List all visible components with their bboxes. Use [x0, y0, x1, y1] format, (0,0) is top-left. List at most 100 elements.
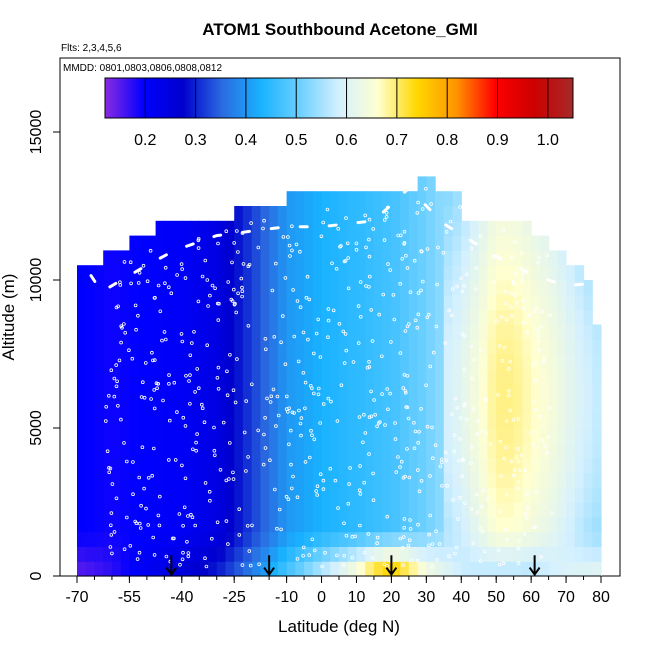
heatmap-cell	[173, 457, 183, 473]
sample-point	[474, 287, 478, 292]
heatmap-cell	[277, 546, 288, 562]
heatmap-cell	[522, 457, 532, 473]
sample-point	[138, 521, 142, 526]
sample-point	[525, 492, 529, 496]
heatmap-cell	[260, 220, 270, 237]
heatmap-cell	[382, 339, 392, 355]
heatmap-cell	[478, 487, 489, 503]
heatmap-cell	[85, 383, 96, 399]
heatmap-cell	[478, 294, 489, 311]
heatmap-cell	[146, 383, 157, 399]
sample-point	[367, 254, 372, 259]
heatmap-cell	[111, 324, 122, 340]
heatmap-cell	[373, 206, 384, 222]
sample-point	[346, 501, 351, 506]
sample-point	[402, 241, 407, 245]
heatmap-cell	[400, 516, 410, 533]
heatmap-cell	[452, 339, 462, 355]
heatmap-cell	[435, 339, 445, 355]
sample-point	[510, 255, 515, 260]
heatmap-cell	[181, 324, 192, 340]
y-axis-label: Altitude (m)	[0, 274, 18, 361]
sample-point	[516, 459, 521, 464]
heatmap-cell	[557, 502, 567, 518]
heatmap-cell	[339, 294, 349, 311]
heatmap-cell	[417, 531, 427, 547]
heatmap-cell	[138, 546, 148, 562]
heatmap-cell	[260, 280, 270, 296]
heatmap-cell	[242, 546, 253, 562]
heatmap-cell	[173, 250, 183, 266]
heatmap-cell	[382, 502, 392, 518]
sample-point	[402, 525, 407, 530]
sample-point	[488, 441, 493, 446]
heatmap-cell	[330, 383, 340, 399]
heatmap-cell	[443, 265, 454, 281]
heatmap-cell	[111, 531, 122, 547]
heatmap-cell	[295, 398, 305, 414]
y-tick-label: 10000	[28, 258, 45, 303]
heatmap-cell	[146, 339, 157, 355]
heatmap-cell	[304, 502, 314, 518]
heatmap-cell	[531, 324, 541, 340]
sample-point	[212, 425, 216, 430]
heatmap-cell	[304, 368, 314, 385]
heatmap-cell	[181, 472, 192, 488]
sample-point	[326, 318, 331, 323]
heatmap-cell	[295, 265, 305, 281]
heatmap-cell	[347, 235, 358, 251]
sample-point	[125, 515, 129, 520]
sample-point	[367, 452, 371, 456]
sample-point	[364, 245, 368, 250]
heatmap-cell	[548, 339, 558, 355]
heatmap-cell	[513, 413, 523, 429]
heatmap-cell	[225, 280, 235, 296]
heatmap-cell	[225, 368, 235, 385]
sample-point	[372, 398, 376, 402]
sample-point	[318, 355, 323, 359]
sample-point	[344, 216, 348, 220]
sample-point	[522, 532, 527, 536]
heatmap-cell	[295, 250, 305, 266]
heatmap-cell	[504, 368, 515, 385]
heatmap-cell	[94, 354, 104, 370]
heatmap-cell	[120, 280, 130, 296]
heatmap-cell	[173, 428, 183, 444]
sample-point	[532, 400, 536, 404]
heatmap-cell	[504, 354, 515, 370]
sample-point	[420, 279, 425, 284]
heatmap-cell	[522, 309, 532, 325]
sample-point	[181, 415, 186, 420]
sample-point	[462, 501, 467, 506]
heatmap-cell	[304, 235, 314, 251]
sample-point	[270, 288, 275, 293]
heatmap-cell	[513, 398, 523, 414]
sample-point	[402, 372, 407, 377]
heatmap-cell	[470, 309, 480, 325]
heatmap-cell	[478, 457, 489, 473]
heatmap-cell	[531, 442, 541, 459]
sample-point	[386, 407, 390, 412]
heatmap-cell	[339, 502, 349, 518]
heatmap-cell	[461, 428, 471, 444]
heatmap-cell	[470, 354, 480, 370]
sample-point	[403, 329, 408, 333]
heatmap-cell	[470, 265, 480, 281]
heatmap-cell	[548, 428, 558, 444]
sample-point	[343, 332, 348, 336]
heatmap-cell	[94, 339, 104, 355]
heatmap-cell	[417, 398, 427, 414]
heatmap-cell	[251, 354, 261, 370]
heatmap-cell	[330, 561, 340, 577]
heatmap-cell	[94, 413, 104, 429]
heatmap-cell	[574, 324, 585, 340]
sample-point	[163, 281, 167, 286]
heatmap-cell	[417, 546, 427, 562]
sample-point	[444, 458, 449, 463]
heatmap-cell	[225, 516, 235, 533]
heatmap-cell	[426, 428, 436, 444]
heatmap-cell	[181, 250, 192, 266]
sample-point	[288, 254, 292, 258]
sample-point	[153, 358, 157, 362]
sample-point	[358, 492, 363, 496]
